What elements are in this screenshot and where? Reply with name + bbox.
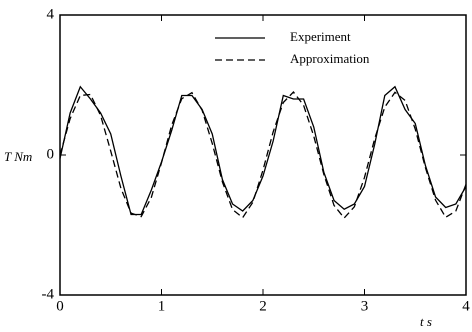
x-axis-label: t s (420, 314, 432, 329)
series-line (59, 91, 467, 220)
y-tick-label: 4 (47, 6, 55, 22)
x-tick-label: 3 (361, 298, 369, 314)
x-tick-label: 1 (158, 298, 166, 314)
x-tick-label: 4 (462, 298, 470, 314)
y-axis-label: T Nm (4, 149, 32, 164)
x-tick-label: 2 (259, 298, 267, 314)
y-tick-label: 0 (47, 146, 55, 162)
y-tick-label: -4 (42, 286, 55, 302)
legend-label: Experiment (290, 29, 351, 44)
legend-label: Approximation (290, 51, 370, 66)
series-line (59, 85, 467, 216)
x-tick-label: 0 (56, 298, 64, 314)
plot-frame (59, 14, 467, 296)
